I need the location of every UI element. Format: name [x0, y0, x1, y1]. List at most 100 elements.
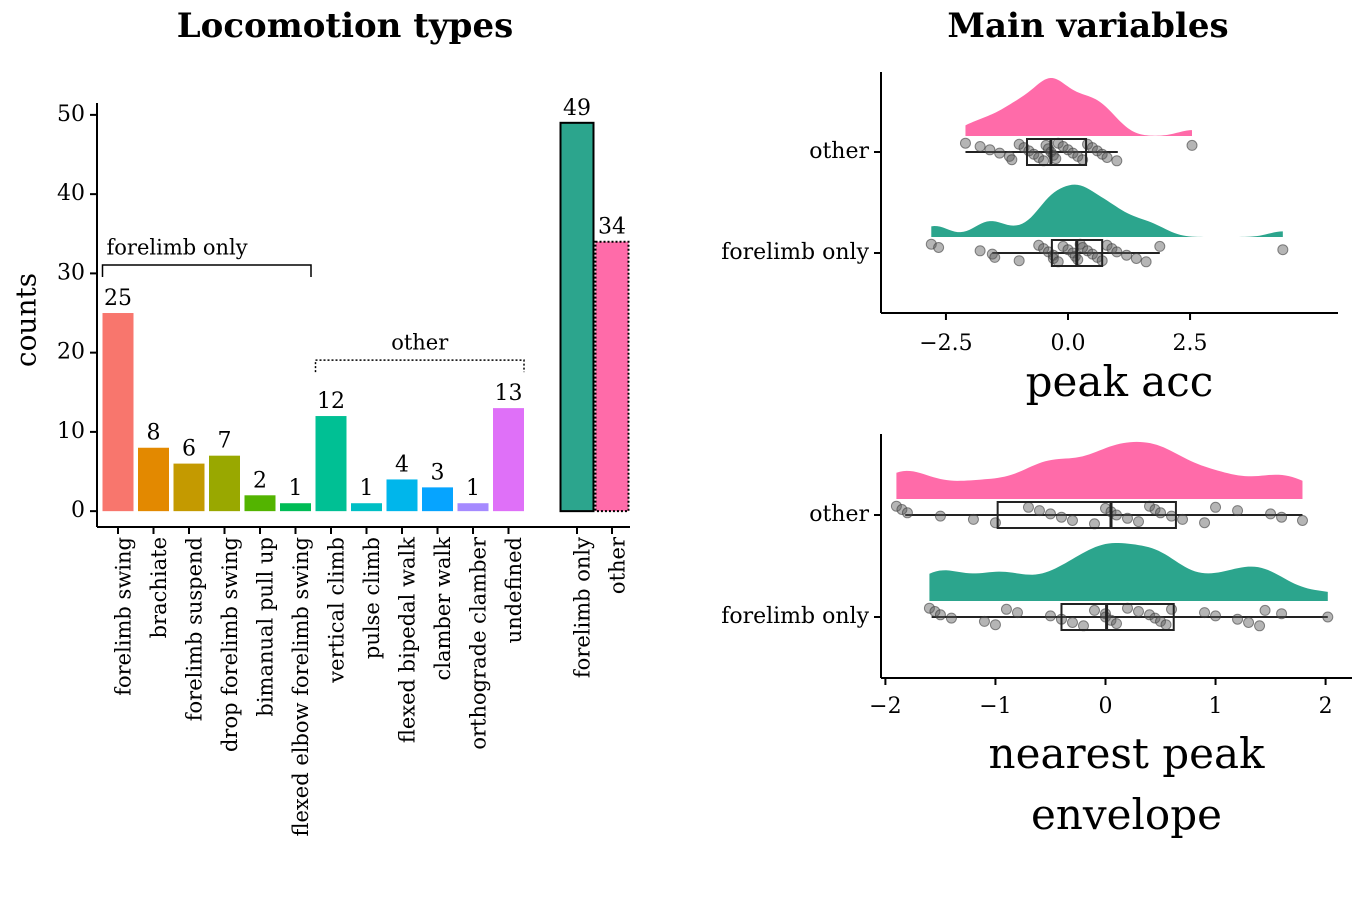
y-tick-label: 10 [57, 419, 85, 444]
data-label: 6 [182, 437, 196, 462]
x-tick-label: −2 [869, 694, 901, 719]
y-tick-label: forelimb only [721, 604, 869, 629]
data-point [934, 609, 946, 621]
data-point [1111, 155, 1123, 167]
data-point [1044, 610, 1056, 622]
data-label: 7 [218, 429, 232, 454]
data-point [1133, 516, 1145, 528]
y-tick-label: other [809, 139, 869, 164]
x-tick-label: flexed elbow forelimb swing [289, 537, 313, 837]
data-point [1013, 255, 1025, 267]
bar [351, 503, 382, 512]
x-tick-label: forelimb only [571, 537, 595, 678]
data-point [984, 144, 996, 156]
x-tick-label: forelimb suspend [183, 537, 207, 721]
data-point [1066, 617, 1078, 628]
bar [386, 479, 418, 512]
x-tick-label: 0.0 [1050, 331, 1085, 356]
x-tick-label: orthograde clamber [467, 536, 491, 750]
group-bracket [101, 264, 312, 278]
data-point [1130, 253, 1142, 264]
data-point [1265, 508, 1277, 520]
y-tick-label: 20 [57, 340, 85, 365]
data-point [1210, 501, 1222, 513]
data-label: 8 [147, 421, 161, 446]
x-tick-label: −2.5 [919, 331, 972, 356]
data-point [1186, 139, 1198, 151]
total-bar [559, 121, 595, 513]
data-point [923, 602, 935, 614]
data-point [967, 513, 979, 525]
box [1025, 138, 1088, 166]
x-tick-label: clamber walk [431, 537, 455, 681]
data-point [933, 242, 945, 253]
data-point [1111, 509, 1122, 521]
x-tick-label: flexed bipedal walk [396, 537, 420, 743]
box [1060, 603, 1175, 631]
x-tick-label: other [606, 536, 630, 594]
data-point [1322, 611, 1334, 623]
y-tick-label: 40 [57, 181, 85, 206]
y-tick-label: 30 [57, 260, 85, 285]
data-point [1149, 504, 1161, 515]
x-tick-label: −1 [979, 694, 1011, 719]
data-point [1177, 513, 1189, 525]
data-point [1232, 613, 1244, 625]
data-point [1149, 612, 1161, 624]
data-label: 4 [395, 452, 409, 477]
data-point [1111, 618, 1122, 630]
bar [280, 503, 311, 512]
data-point [1033, 505, 1045, 517]
data-point [989, 251, 1001, 263]
data-point [989, 619, 1001, 631]
data-point [1144, 609, 1156, 621]
x-tick-label: vertical climb [325, 537, 349, 684]
x-axis-label: peak acc [1026, 357, 1214, 406]
data-point [1044, 508, 1056, 520]
data-point [1111, 246, 1123, 258]
box [996, 501, 1177, 529]
data-label: 2 [253, 468, 267, 493]
data-point [974, 141, 986, 152]
x-tick-label: 2.5 [1173, 331, 1208, 356]
data-label: 13 [495, 381, 523, 406]
x-tick-label: 0 [1098, 694, 1112, 719]
data-point [1199, 607, 1211, 619]
data-label: 3 [431, 460, 445, 485]
bar [173, 463, 205, 512]
data-point [1101, 152, 1113, 163]
data-point [1277, 244, 1289, 256]
group-label: other [391, 331, 449, 355]
bar [315, 416, 347, 512]
y-tick-label: 0 [71, 498, 85, 523]
x-axis-label: envelope [1031, 790, 1222, 839]
data-point [945, 612, 957, 624]
data-point [1155, 507, 1167, 519]
x-tick-label: bimanual pull up [254, 537, 278, 717]
data-label: 25 [104, 286, 132, 311]
total-bar [594, 240, 630, 513]
bar [244, 495, 276, 512]
group-bracket [314, 359, 525, 373]
data-point [1155, 615, 1167, 627]
data-point [1133, 606, 1145, 617]
bar [493, 408, 524, 512]
data-point [974, 245, 986, 257]
x-tick-label: drop forelimb swing [218, 537, 242, 752]
data-point [901, 507, 913, 519]
data-point [1006, 154, 1018, 166]
bar [102, 313, 134, 512]
bar [422, 487, 453, 512]
data-point [1254, 620, 1266, 632]
data-point [1140, 256, 1152, 268]
data-point [1011, 607, 1023, 619]
data-point [929, 606, 941, 617]
y-tick-label: forelimb only [721, 240, 869, 265]
data-point [1000, 603, 1012, 615]
y-tick-label: 50 [57, 102, 85, 127]
bar [138, 447, 169, 512]
density-cloud [931, 184, 1283, 237]
data-label: 1 [466, 476, 480, 501]
chart-title: Locomotion types [177, 6, 513, 46]
